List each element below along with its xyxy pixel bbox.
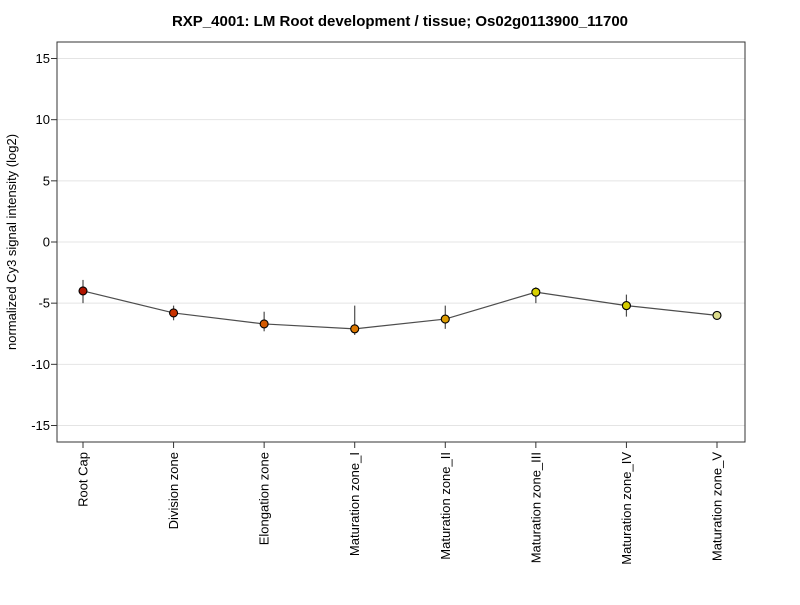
data-point (259, 319, 269, 329)
y-tick-label: -5 (38, 296, 50, 311)
data-point (621, 301, 631, 311)
x-category-label: Maturation zone_III (528, 452, 543, 563)
x-category-label: Root Cap (76, 452, 91, 507)
y-axis-label: normalized Cy3 signal intensity (log2) (4, 134, 19, 350)
y-tick-label: 0 (43, 235, 50, 250)
plot-area: 15 10 5 0 -5 -10 -15 Root Cap Division zone Elong… (31, 41, 746, 565)
y-tick-label: -10 (31, 357, 50, 372)
data-point (78, 286, 88, 296)
x-category-label: Division zone (166, 452, 181, 529)
data-point (531, 287, 541, 297)
x-category-label: Maturation zone_IV (619, 452, 634, 565)
y-tick-label: 5 (43, 173, 50, 188)
y-tick-label: 15 (36, 51, 50, 66)
data-point (440, 314, 450, 324)
data-point (712, 310, 722, 320)
data-point (350, 324, 360, 334)
y-tick-label: -15 (31, 418, 50, 433)
series-line (82, 290, 718, 330)
x-category-label: Elongation zone (257, 452, 272, 545)
chart-title: RXP_4001: LM Root development / tissue; … (172, 13, 628, 30)
x-category-label: Maturation zone_II (438, 452, 453, 560)
y-tick-label: 10 (36, 112, 50, 127)
x-category-label: Maturation zone_V (709, 452, 724, 561)
x-category-label: Maturation zone_I (347, 452, 362, 556)
data-point (169, 308, 179, 318)
